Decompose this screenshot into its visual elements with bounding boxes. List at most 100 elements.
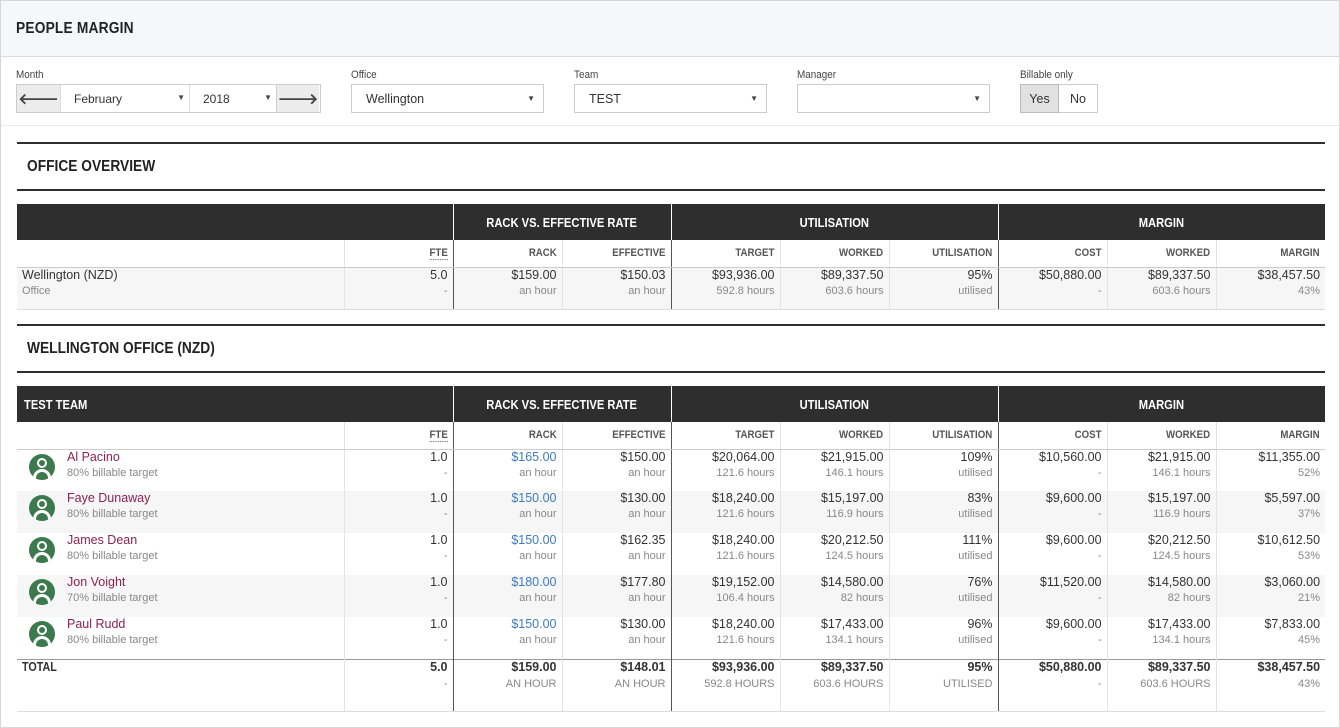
billable-no-toggle[interactable]: No	[1059, 84, 1098, 113]
office-select[interactable]: Wellington ▼	[351, 84, 544, 113]
cell-subtext: utilised	[958, 284, 993, 297]
cell-subtext: an hour	[628, 592, 666, 604]
person-link[interactable]: James Dean	[67, 533, 138, 547]
page-title: PEOPLE MARGIN	[16, 19, 134, 37]
target-header: TARGET	[670, 422, 781, 450]
cell-value: 1.0	[430, 575, 448, 589]
cell-value: 111%	[962, 533, 993, 547]
rack-rate-link[interactable]: $150.00	[511, 533, 557, 547]
rack-rate-link[interactable]: $150.00	[511, 491, 557, 505]
effective-header: EFFECTIVE	[561, 422, 672, 450]
billable-target: 80% billable target	[67, 634, 158, 646]
team-select[interactable]: TEST ▼	[574, 84, 767, 113]
column-header-row: FTE RACK EFFECTIVE TARGET WORKED UTILISA…	[17, 422, 1326, 450]
manager-label: Manager	[797, 69, 837, 81]
cell-subtext: 106.4 hours	[716, 592, 775, 604]
year-select[interactable]: 2018 ▼	[189, 85, 276, 112]
table-cell: $9,600.00 -	[997, 491, 1108, 533]
cell-value: $14,580.00	[820, 575, 884, 589]
person-link[interactable]: Paul Rudd	[67, 617, 126, 631]
rack-rate-link[interactable]: $165.00	[511, 449, 557, 464]
utilisation-header: UTILISATION	[888, 240, 998, 268]
worked-header: WORKED	[779, 240, 889, 268]
table-cell: $11,355.00 52%	[1215, 449, 1326, 491]
table-row: Al Pacino 80% billable target 1.0 - $165.0…	[17, 449, 1326, 491]
month-select[interactable]: February ▼	[60, 85, 189, 112]
rack-rate-link[interactable]: $150.00	[511, 617, 557, 631]
cell-value: $18,240.00	[711, 533, 775, 547]
table-cell: TOTAL	[17, 658, 344, 712]
person-link[interactable]: Jon Voight	[67, 575, 126, 589]
margin-worked-header: WORKED	[1106, 422, 1217, 450]
cell-value: $9,600.00	[1045, 533, 1102, 547]
office-type: Office	[22, 284, 51, 297]
table-cell: 76% utilised	[888, 575, 999, 617]
table-cell: $14,580.00 82 hours	[779, 575, 890, 617]
total-label: TOTAL	[22, 659, 57, 674]
table-cell: Paul Rudd 80% billable target	[17, 617, 344, 659]
table-cell: 95% utilised	[888, 267, 998, 310]
person-link[interactable]: Faye Dunaway	[67, 491, 151, 505]
table-cell: $10,560.00 -	[997, 449, 1108, 491]
cell-subtext: -	[443, 592, 448, 604]
cell-value: $93,936.00	[711, 659, 775, 674]
table-cell: Wellington (NZD) Office	[17, 267, 344, 310]
table-cell: $89,337.50 603.6 HOURS	[1106, 658, 1217, 712]
arrow-right-icon: 🡒	[277, 91, 319, 108]
cell-subtext: 43%	[1298, 677, 1321, 690]
cell-subtext: an hour	[628, 284, 666, 297]
avatar	[29, 579, 55, 605]
prev-month-button[interactable]: 🡐	[17, 85, 60, 112]
cell-subtext: utilised	[958, 508, 993, 520]
table-cell: $20,212.50 124.5 hours	[1106, 533, 1217, 575]
cell-subtext: an hour	[519, 550, 557, 562]
cell-subtext: -	[1097, 508, 1102, 520]
cell-subtext: utilised	[958, 550, 993, 562]
table-cell: $18,240.00 121.6 hours	[670, 491, 781, 533]
billable-target: 80% billable target	[67, 466, 158, 479]
cell-value: $89,337.50	[1147, 659, 1211, 674]
manager-select[interactable]: ▼	[797, 84, 990, 113]
cell-subtext: 52%	[1298, 466, 1321, 479]
table-cell: 5.0 -	[343, 267, 453, 310]
utilisation-group-header: UTILISATION	[670, 386, 999, 422]
cell-value: 95%	[967, 659, 993, 674]
cell-value: $17,433.00	[820, 617, 884, 631]
filter-bar: Month 🡐 February ▼ 2018 ▼ 🡒 Office Welli…	[1, 57, 1339, 126]
margin-group-header: MARGIN	[997, 386, 1326, 422]
table-cell: $20,064.00 121.6 hours	[670, 449, 781, 491]
office-filter: Office Wellington ▼	[351, 68, 544, 113]
arrow-left-icon: 🡐	[18, 91, 59, 108]
person-link[interactable]: Al Pacino	[67, 449, 120, 464]
cell-subtext: an hour	[519, 508, 557, 520]
rack-rate-link[interactable]: $180.00	[511, 575, 557, 589]
fte-header[interactable]: FTE	[343, 240, 453, 268]
table-cell: $21,915.00 146.1 hours	[779, 449, 890, 491]
table-cell: $93,936.00 592.8 hours	[670, 267, 780, 310]
fte-header[interactable]: FTE	[343, 422, 454, 450]
cell-value: $89,337.50	[1147, 267, 1211, 282]
cell-subtext: -	[1097, 550, 1102, 562]
table-cell: $20,212.50 124.5 hours	[779, 533, 890, 575]
team-filter: Team TEST ▼	[574, 68, 767, 113]
cell-subtext: 121.6 hours	[716, 508, 775, 520]
billable-target: 70% billable target	[67, 592, 158, 604]
chevron-down-icon: ▼	[750, 94, 758, 103]
cell-value: $50,880.00	[1038, 267, 1102, 282]
cell-subtext: an hour	[628, 508, 666, 520]
next-month-button[interactable]: 🡒	[276, 85, 319, 112]
cell-subtext: an hour	[519, 284, 557, 297]
billable-yes-toggle[interactable]: Yes	[1020, 84, 1059, 113]
margin-group-header: MARGIN	[997, 204, 1326, 240]
table-row: Wellington (NZD) Office 5.0 - $159.00 an h…	[17, 267, 1326, 310]
team-table: TEST TEAM RACK VS. EFFECTIVE RATE UTILIS…	[17, 386, 1326, 712]
table-cell: $159.00 AN HOUR	[452, 658, 563, 712]
table-row: Paul Rudd 80% billable target 1.0 - $150.0…	[17, 617, 1326, 659]
margin-header: MARGIN	[1215, 422, 1326, 450]
cell-value: $150.03	[620, 267, 666, 282]
cell-value: $11,355.00	[1258, 449, 1321, 464]
rack-header: RACK	[452, 240, 562, 268]
cell-value: $11,520.00	[1039, 575, 1102, 589]
cell-value: $20,212.50	[820, 533, 884, 547]
